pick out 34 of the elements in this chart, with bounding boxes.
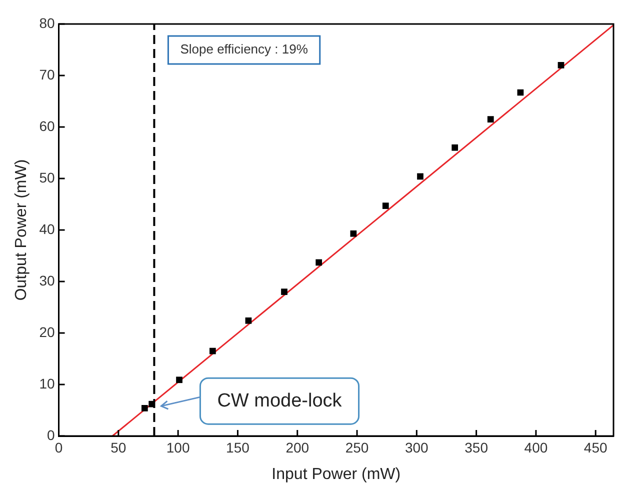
y-tick-label: 40 [39, 220, 55, 237]
point [209, 348, 216, 354]
y-tick-label: 70 [39, 66, 55, 82]
point [417, 173, 424, 180]
x-tick-label: 200 [286, 439, 310, 456]
y-tick-label: 20 [39, 324, 55, 340]
x-tick-label: 250 [345, 439, 369, 456]
x-tick-label: 150 [226, 439, 250, 456]
x-tick-label: 50 [110, 439, 126, 456]
point [487, 116, 494, 122]
x-tick-label: 450 [584, 439, 608, 456]
point [281, 288, 288, 295]
point [558, 62, 564, 68]
x-tick-label: 300 [404, 439, 429, 456]
y-tick-label: 10 [39, 375, 55, 392]
x-axis-title: Input Power (mW) [272, 466, 401, 483]
x-tick-label: 400 [524, 439, 548, 456]
y-tick-label: 60 [39, 118, 55, 134]
point [141, 405, 148, 412]
x-tick-label: 100 [166, 439, 190, 456]
point [382, 202, 389, 209]
y-tick-label: 0 [46, 426, 55, 443]
y-tick-label: 50 [39, 169, 55, 186]
y-axis-title: Output Power (mW) [13, 159, 30, 301]
y-tick-label: 30 [39, 272, 55, 288]
point [452, 144, 458, 151]
point [176, 376, 182, 384]
x-tick-label: 350 [464, 439, 488, 456]
point [245, 317, 252, 324]
point [316, 259, 322, 266]
annotation: Slope efficiency : 19% [180, 42, 308, 57]
annotation: CW mode-lock [217, 390, 342, 412]
point [350, 230, 357, 237]
y-tick-label: 80 [39, 14, 55, 31]
